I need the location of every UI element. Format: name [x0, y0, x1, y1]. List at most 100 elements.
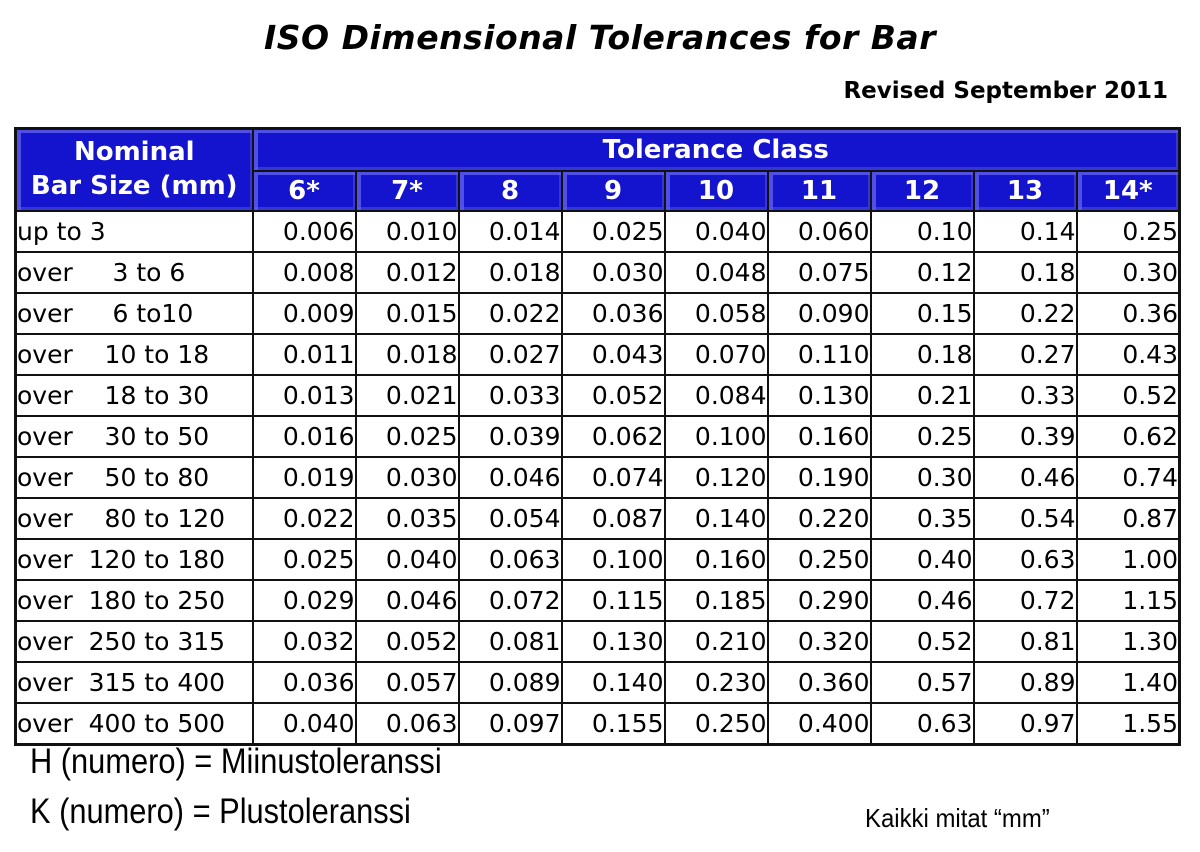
tolerance-value: 0.090 [766, 292, 872, 335]
tolerance-value: 0.022 [457, 292, 563, 335]
tolerance-value: 0.33 [972, 374, 1078, 417]
tolerance-value: 0.072 [457, 579, 563, 622]
tolerance-value: 0.036 [251, 661, 357, 704]
tolerance-value: 0.21 [869, 374, 975, 417]
tolerance-value: 0.120 [663, 456, 769, 499]
tolerance-value: 0.63 [972, 538, 1078, 581]
tolerance-table: Nominal Bar Size (mm) Tolerance Class 6*… [14, 127, 1181, 746]
tolerance-value: 0.011 [251, 333, 357, 376]
tolerance-value: 0.018 [457, 251, 563, 294]
tolerance-value: 0.046 [354, 579, 460, 622]
table-row: over 3 to 6 0.008 0.012 0.018 0.030 0.04… [14, 251, 1181, 294]
tolerance-value: 0.87 [1075, 497, 1181, 540]
tolerance-value: 0.185 [663, 579, 769, 622]
table-row: over 315 to 400 0.036 0.057 0.089 0.140 … [14, 661, 1181, 704]
bar-size-label: over 3 to 6 [14, 251, 254, 294]
tolerance-value: 0.016 [251, 415, 357, 458]
tolerance-value: 0.39 [972, 415, 1078, 458]
tolerance-value: 0.130 [766, 374, 872, 417]
tolerance-value: 0.036 [560, 292, 666, 335]
bar-size-label: over 180 to 250 [14, 579, 254, 622]
tolerance-value: 0.290 [766, 579, 872, 622]
tolerance-value: 0.57 [869, 661, 975, 704]
units-note: Kaikki mitat “mm” [865, 803, 1050, 833]
table-row: over 30 to 50 0.016 0.025 0.039 0.062 0.… [14, 415, 1181, 458]
tolerance-value: 0.087 [560, 497, 666, 540]
tolerance-value: 0.010 [354, 210, 460, 253]
tolerance-class-col-header: 6* [251, 170, 357, 212]
tolerance-value: 0.063 [457, 538, 563, 581]
tolerance-value: 0.72 [972, 579, 1078, 622]
tolerance-value: 0.008 [251, 251, 357, 294]
tolerance-value: 0.052 [354, 620, 460, 663]
tolerance-class-col-header: 11 [766, 170, 872, 212]
tolerance-value: 0.230 [663, 661, 769, 704]
tolerance-class-col-header: 8 [457, 170, 563, 212]
tolerance-value: 0.52 [869, 620, 975, 663]
tolerance-value: 0.89 [972, 661, 1078, 704]
tolerance-value: 0.12 [869, 251, 975, 294]
tolerance-value: 0.025 [354, 415, 460, 458]
tolerance-value: 0.081 [457, 620, 563, 663]
bar-size-label: over 50 to 80 [14, 456, 254, 499]
tolerance-value: 0.320 [766, 620, 872, 663]
tolerance-value: 0.22 [972, 292, 1078, 335]
tolerance-value: 0.035 [354, 497, 460, 540]
tolerance-value: 0.057 [354, 661, 460, 704]
tolerance-value: 0.063 [354, 702, 460, 746]
table-row: over 50 to 80 0.019 0.030 0.046 0.074 0.… [14, 456, 1181, 499]
tolerance-value: 0.018 [354, 333, 460, 376]
tolerance-value: 0.15 [869, 292, 975, 335]
tolerance-value: 0.250 [766, 538, 872, 581]
tolerance-value: 0.033 [457, 374, 563, 417]
page-title: ISO Dimensional Tolerances for Bar [264, 18, 936, 57]
bar-size-label: over 30 to 50 [14, 415, 254, 458]
tolerance-value: 0.74 [1075, 456, 1181, 499]
tolerance-value: 0.052 [560, 374, 666, 417]
tolerance-value: 0.130 [560, 620, 666, 663]
tolerance-value: 0.97 [972, 702, 1078, 746]
tolerance-value: 0.013 [251, 374, 357, 417]
tolerance-value: 0.160 [663, 538, 769, 581]
tolerance-value: 0.160 [766, 415, 872, 458]
h-note: H (numero) = Miinustoleranssi [30, 742, 442, 781]
table-row: over 120 to 180 0.025 0.040 0.063 0.100 … [14, 538, 1181, 581]
tolerance-value: 1.55 [1075, 702, 1181, 746]
table-row: over 180 to 250 0.029 0.046 0.072 0.115 … [14, 579, 1181, 622]
tolerance-value: 0.025 [251, 538, 357, 581]
tolerance-value: 0.012 [354, 251, 460, 294]
tolerance-value: 0.140 [560, 661, 666, 704]
bar-size-label: over 120 to 180 [14, 538, 254, 581]
tolerance-value: 0.048 [663, 251, 769, 294]
tolerance-class-col-header: 14* [1075, 170, 1181, 212]
table-row: over 80 to 120 0.022 0.035 0.054 0.087 0… [14, 497, 1181, 540]
tolerance-value: 0.43 [1075, 333, 1181, 376]
table-row: over 6 to10 0.009 0.015 0.022 0.036 0.05… [14, 292, 1181, 335]
tolerance-value: 0.10 [869, 210, 975, 253]
tolerance-value: 0.25 [869, 415, 975, 458]
group-header-row: Nominal Bar Size (mm) Tolerance Class [14, 127, 1181, 212]
tolerance-value: 0.40 [869, 538, 975, 581]
bar-size-label: over 400 to 500 [14, 702, 254, 746]
tolerance-value: 0.006 [251, 210, 357, 253]
tolerance-value: 0.097 [457, 702, 563, 746]
tolerance-value: 0.18 [972, 251, 1078, 294]
tolerance-value: 0.18 [869, 333, 975, 376]
tolerance-value: 0.63 [869, 702, 975, 746]
tolerance-value: 0.027 [457, 333, 563, 376]
table-row: over 10 to 18 0.011 0.018 0.027 0.043 0.… [14, 333, 1181, 376]
tolerance-value: 0.054 [457, 497, 563, 540]
table-row: over 400 to 500 0.040 0.063 0.097 0.155 … [14, 702, 1181, 746]
tolerance-value: 1.15 [1075, 579, 1181, 622]
tolerance-class-col-header: 13 [972, 170, 1078, 212]
tolerance-value: 0.040 [354, 538, 460, 581]
table-row: up to 3 0.006 0.010 0.014 0.025 0.040 0.… [14, 210, 1181, 253]
tolerance-value: 0.070 [663, 333, 769, 376]
tolerance-value: 0.36 [1075, 292, 1181, 335]
tolerance-value: 0.060 [766, 210, 872, 253]
tolerance-value: 0.100 [663, 415, 769, 458]
bar-size-label: over 6 to10 [14, 292, 254, 335]
tolerance-value: 0.27 [972, 333, 1078, 376]
table-row: over 18 to 30 0.013 0.021 0.033 0.052 0.… [14, 374, 1181, 417]
nominal-header-line2: Bar Size (mm) [30, 171, 238, 201]
